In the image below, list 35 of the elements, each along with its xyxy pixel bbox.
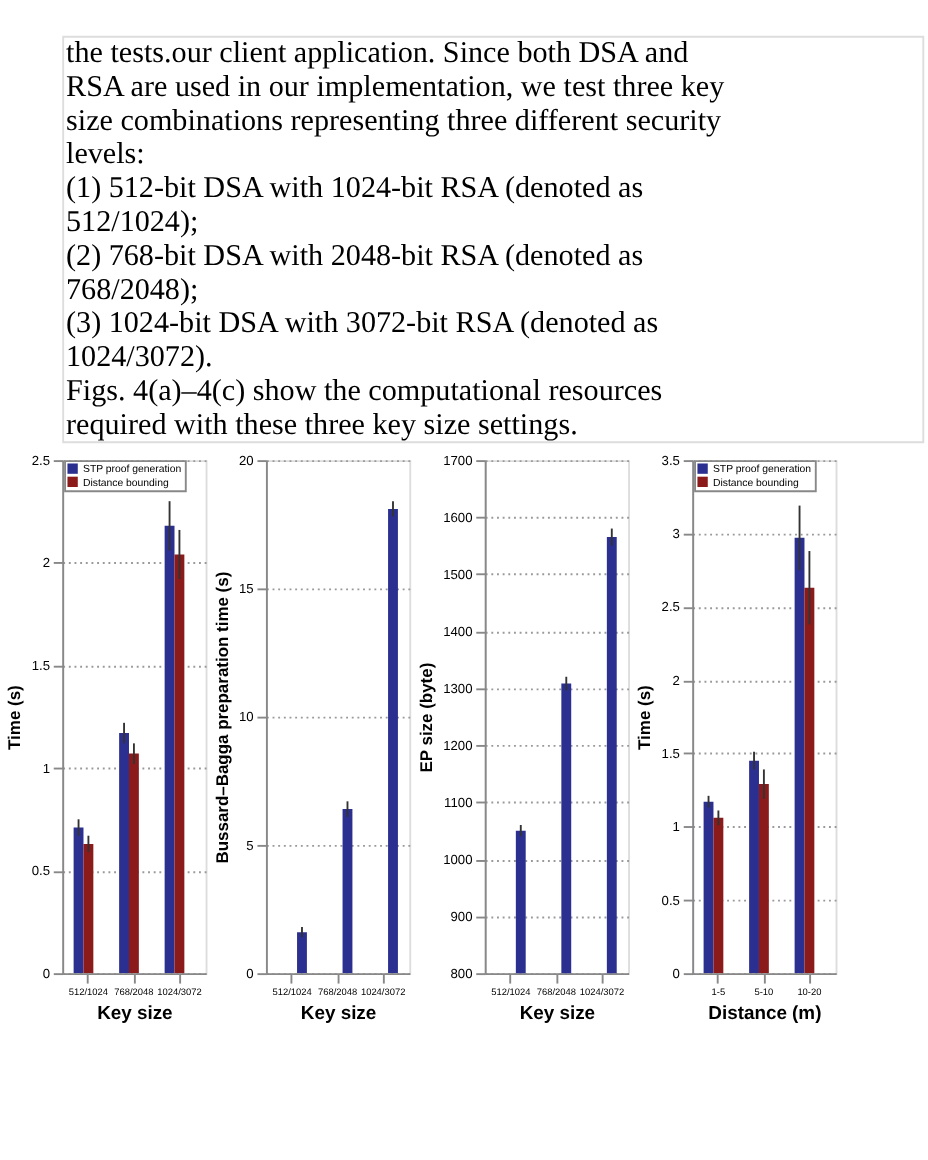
bar	[297, 932, 307, 974]
text: Figs. 4(a)–4(c) show the computational resources	[66, 376, 663, 409]
text: (1) 512-bit DSA with 1024-bit RSA (denoted as	[66, 173, 644, 206]
bar	[804, 587, 815, 974]
bar	[703, 801, 714, 974]
bar	[119, 733, 129, 974]
x-axis-title: Key size	[97, 1001, 173, 1024]
bar	[164, 525, 175, 974]
text: the tests.our client application. Since both DSA and	[66, 38, 690, 71]
y-axis-title: EP size (byte)	[415, 662, 436, 773]
bar	[713, 817, 724, 974]
text: 768/2048);	[66, 274, 199, 307]
bar	[174, 554, 185, 974]
bar	[749, 760, 759, 974]
bar	[758, 784, 769, 974]
y-axis-title: Time (s)	[4, 684, 25, 750]
text: 1024/3072).	[66, 342, 213, 375]
text: size combinations representing three different security	[66, 105, 723, 138]
bar	[73, 827, 84, 974]
bar	[388, 508, 398, 974]
y-axis-title: Bussard–Bagga preparation time (s)	[211, 571, 232, 864]
x-axis-title: Distance (m)	[708, 1001, 822, 1024]
bar	[128, 753, 139, 974]
text: (3) 1024-bit DSA with 3072-bit RSA (denoted as	[66, 308, 659, 341]
x-axis-title: Key size	[300, 1001, 377, 1024]
bar	[794, 537, 805, 974]
text: levels:	[66, 139, 145, 172]
text: required with these three key size settings.	[66, 409, 578, 442]
y-axis-title: Time (s)	[634, 684, 655, 750]
bar	[342, 809, 353, 974]
text: 512/1024);	[66, 207, 199, 240]
bar	[83, 843, 94, 974]
x-axis-title: Key size	[519, 1001, 596, 1024]
text: RSA are used in our implementation, we test three key	[66, 71, 726, 104]
text: (2) 768-bit DSA with 2048-bit RSA (denoted as	[66, 240, 644, 273]
